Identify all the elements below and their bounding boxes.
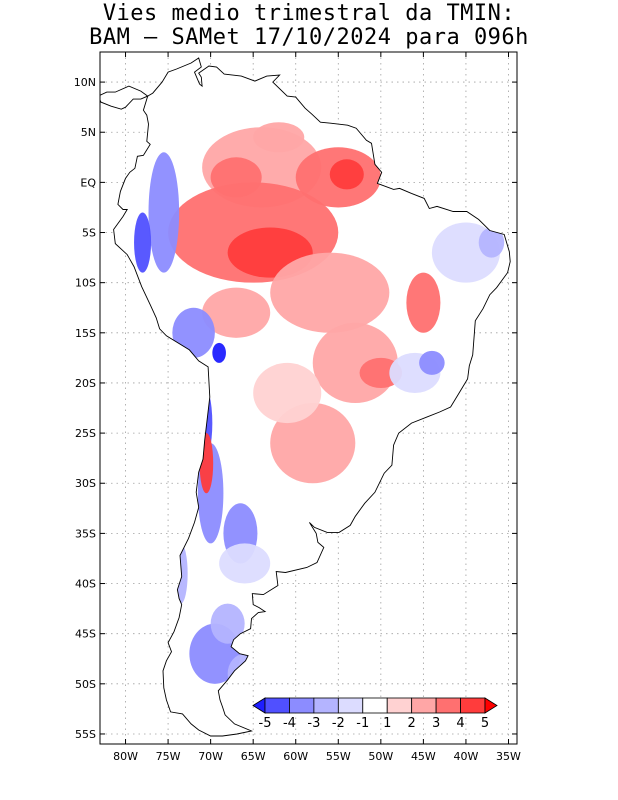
bias-region [419,350,445,375]
colorbar-label: -3 [307,716,320,731]
colorbar-label: 3 [432,716,440,731]
colorbar-bin [362,697,388,714]
colorbar-label: 4 [456,716,464,731]
lat-tick-label: 50S [75,678,96,691]
bias-region [270,252,390,333]
lat-tick-label: 45S [75,628,96,641]
lat-tick-label: 20S [75,377,96,390]
lat-tick-label: 10N [74,76,96,89]
lat-tick-label: 25S [75,427,96,440]
colorbar-label: 2 [408,716,416,731]
colorbar-bin [460,697,486,714]
longitude-axis: 80W 75W 70W 65W 60W 55W 50W 45W 40W 35W [113,52,521,763]
colorbar-bin [289,697,315,714]
bias-region [210,603,245,644]
lon-tick-label: 35W [496,750,521,763]
colorbar-arrow-low [252,697,266,714]
south-america-coastline [113,57,511,737]
bias-region [478,227,505,258]
colorbar-bin [435,697,461,714]
lon-tick-label: 40W [454,750,479,763]
lat-tick-label: 5N [81,126,96,139]
colorbar-bin [313,697,339,714]
bias-region [406,272,441,333]
bias-region [202,287,271,338]
lon-tick-label: 65W [241,750,266,763]
bias-region [270,403,356,484]
lat-tick-label: 40S [75,578,96,591]
lon-tick-label: 80W [113,750,138,763]
colorbar-bin [411,697,437,714]
bias-region [210,157,262,198]
lat-tick-label: 35S [75,527,96,540]
bias-region [219,543,271,584]
colorbar-label: -2 [332,716,345,731]
lat-tick-label: 30S [75,477,96,490]
central-america-coastline [100,85,149,110]
colorbar-label: -5 [259,716,272,731]
bias-region [148,152,180,273]
colorbar-bin [264,697,290,714]
colorbar-label: 1 [383,716,391,731]
colorbar: -5 -4 -3 -2 -1 1 2 3 4 5 [252,697,498,731]
lon-tick-label: 55W [326,750,351,763]
lat-tick-label: 55S [75,728,96,741]
lat-tick-label: 5S [82,227,96,240]
colorbar-label: -1 [356,716,369,731]
bias-region [172,307,215,358]
colorbar-bin [386,697,413,714]
latitude-axis: 10N 5N EQ 5S 10S 15S 20S 25S 30S 35S 40S 45S 50S 55S [74,76,517,741]
map-frame [99,51,518,745]
lon-tick-label: 70W [198,750,223,763]
lat-tick-label: 15S [75,327,96,340]
bias-region [174,543,188,604]
title-line-1: Vies medio trimestral da TMIN: [102,1,516,26]
lon-tick-label: 45W [411,750,436,763]
colorbar-label: 5 [481,716,489,731]
bias-region [212,342,226,363]
colorbar-arrow-high [484,697,498,714]
lon-tick-label: 60W [283,750,308,763]
title-line-2: BAM – SAMet 17/10/2024 para 096h [89,25,529,50]
lat-tick-label: 10S [75,277,96,290]
colorbar-bin [337,697,364,714]
lon-tick-label: 50W [368,750,393,763]
bias-region [329,159,364,190]
bias-region [253,362,322,424]
map-title: Vies medio trimestral da TMIN: BAM – SAM… [0,2,618,50]
lon-tick-label: 75W [156,750,181,763]
bias-region [134,212,152,273]
lat-tick-label: EQ [80,176,96,189]
colorbar-label: -4 [283,716,296,731]
bias-region [253,122,305,153]
